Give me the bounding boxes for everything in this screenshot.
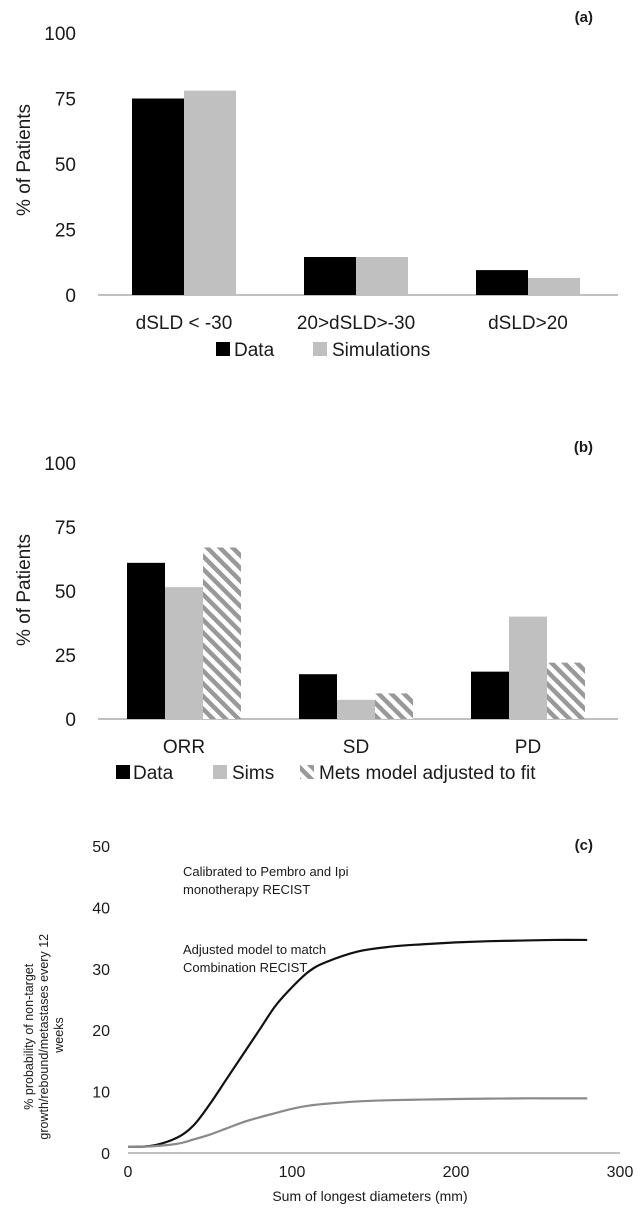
y-tick-label-a: 50 <box>55 155 76 176</box>
x-ticks-c: 0 100 200 300 <box>124 1164 634 1181</box>
bar-data-a <box>132 98 184 295</box>
legend-swatch-data-a <box>216 342 230 356</box>
y-tick-label-c: 20 <box>92 1023 110 1040</box>
y-ticks-c: 0 10 20 30 40 50 <box>92 839 110 1163</box>
annotation-calibrated-line1: Calibrated to Pembro and Ipi <box>183 864 349 879</box>
legend-label-data-b: Data <box>133 763 174 784</box>
category-labels-a: dSLD < -30 20>dSLD>-30 dSLD>20 <box>136 313 568 334</box>
y-tick-label-b: 25 <box>55 646 76 667</box>
y-axis-label-c-line1: % probability of non-target <box>22 963 36 1109</box>
x-tick-label-c: 100 <box>279 1164 306 1181</box>
annotation-adjusted-line1: Adjusted model to match <box>183 942 326 957</box>
panel-b: (b) % of Patients 0 25 50 75 100 ORR SD PD Dat… <box>14 439 618 784</box>
legend-b: Data Sims Mets model adjusted to fit <box>116 763 536 784</box>
bar-data-b <box>299 674 337 719</box>
bars-b <box>127 547 585 719</box>
lines-c <box>127 938 588 1148</box>
legend-label-mets-b: Mets model adjusted to fit <box>319 763 536 784</box>
y-axis-label-b: % of Patients <box>14 534 35 646</box>
annotation-adjusted: Adjusted model to match Combination RECI… <box>183 942 330 975</box>
line-calibrated <box>127 938 588 1148</box>
annotation-calibrated-line2: monotherapy RECIST <box>183 882 310 897</box>
y-tick-label-c: 10 <box>92 1085 110 1102</box>
bar-simulations-a <box>184 90 236 295</box>
y-axis-label-c-line2: growth/rebound/metastases every 12 <box>37 934 51 1140</box>
y-tick-label-b: 0 <box>65 710 76 731</box>
category-label-a: dSLD>20 <box>488 313 568 334</box>
legend-label-data-a: Data <box>234 340 275 361</box>
panel-a: (a) % of Patients 0 25 50 75 100 dSLD < -30 2… <box>14 9 618 361</box>
category-label-a: 20>dSLD>-30 <box>297 313 415 334</box>
y-tick-label-c: 0 <box>101 1146 110 1163</box>
y-ticks-b: 0 25 50 75 100 <box>44 454 76 731</box>
legend-label-simulations-a: Simulations <box>332 340 430 361</box>
category-label-b: ORR <box>163 737 205 758</box>
bar-data-b <box>471 671 509 719</box>
x-tick-label-c: 200 <box>443 1164 470 1181</box>
legend-a: Data Simulations <box>216 340 430 361</box>
y-tick-label-a: 0 <box>65 286 76 307</box>
annotation-adjusted-line2: Combination RECIST <box>183 960 307 975</box>
y-tick-label-c: 30 <box>92 962 110 979</box>
bar-simulations-a <box>528 277 580 295</box>
bar-mets-model-adjusted-to-fit-b <box>547 662 585 719</box>
y-tick-label-a: 75 <box>55 90 76 111</box>
x-axis-label-c: Sum of longest diameters (mm) <box>272 1188 467 1204</box>
panel-label-c: (c) <box>575 837 593 854</box>
panel-c: (c) % probability of non-target growth/r… <box>22 837 633 1204</box>
y-tick-label-c: 50 <box>92 839 110 856</box>
bar-sims-b <box>337 699 375 719</box>
bar-data-b <box>127 562 165 719</box>
legend-swatch-data-b <box>116 765 130 779</box>
legend-swatch-mets-b <box>300 765 314 779</box>
y-ticks-a: 0 25 50 75 100 <box>44 24 76 307</box>
y-axis-label-c: % probability of non-target growth/rebou… <box>22 930 66 1139</box>
category-label-b: PD <box>515 737 541 758</box>
y-tick-label-b: 50 <box>55 582 76 603</box>
legend-swatch-sims-b <box>213 765 227 779</box>
y-tick-label-a: 25 <box>55 221 76 242</box>
legend-swatch-simulations-a <box>313 342 327 356</box>
annotations-c: Calibrated to Pembro and Ipi monotherapy… <box>183 864 352 975</box>
x-tick-label-c: 0 <box>124 1164 133 1181</box>
bar-data-a <box>476 270 528 295</box>
bar-simulations-a <box>356 257 408 295</box>
y-tick-label-c: 40 <box>92 900 110 917</box>
annotation-calibrated: Calibrated to Pembro and Ipi monotherapy… <box>183 864 352 897</box>
y-tick-label-a: 100 <box>44 24 76 45</box>
panel-label-a: (a) <box>575 9 593 26</box>
bars-a <box>132 90 580 295</box>
legend-label-sims-b: Sims <box>232 763 274 784</box>
x-tick-label-c: 300 <box>607 1164 634 1181</box>
bar-mets-model-adjusted-to-fit-b <box>375 693 413 719</box>
bar-sims-b <box>165 587 203 719</box>
y-axis-label-c-line3: weeks <box>52 1017 66 1053</box>
category-label-a: dSLD < -30 <box>136 313 233 334</box>
category-label-b: SD <box>343 737 369 758</box>
panel-label-b: (b) <box>574 439 593 456</box>
y-tick-label-b: 75 <box>55 518 76 539</box>
y-axis-label-a: % of Patients <box>14 104 35 216</box>
bar-data-a <box>304 257 356 295</box>
category-labels-b: ORR SD PD <box>163 737 541 758</box>
y-tick-label-b: 100 <box>44 454 76 475</box>
bar-mets-model-adjusted-to-fit-b <box>203 547 241 719</box>
bar-sims-b <box>509 616 547 719</box>
line-adjusted <box>127 1097 588 1148</box>
